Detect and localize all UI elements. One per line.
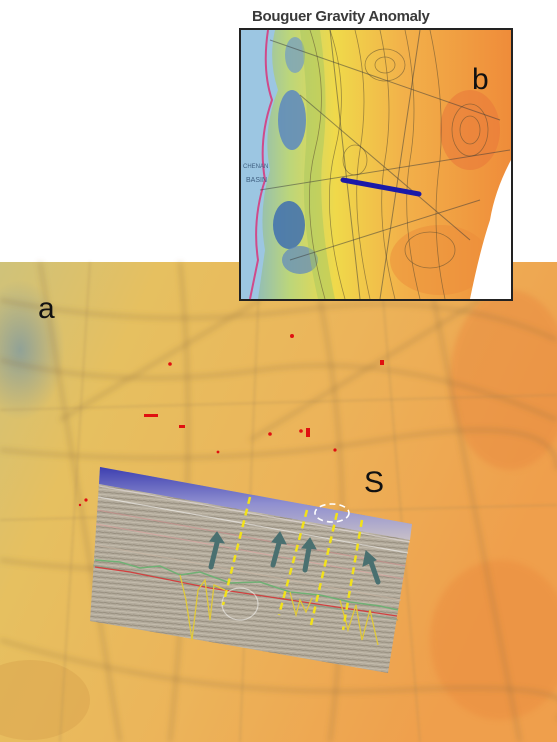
- up-arrow-icon: [362, 550, 381, 585]
- map-label-basin: BASIN: [246, 177, 267, 184]
- inset-map: CHENAN BASIN: [239, 28, 513, 301]
- up-arrow-icon: [270, 531, 287, 568]
- panel-a-background: [0, 261, 557, 742]
- up-arrow-icon: [301, 537, 317, 573]
- map-label-chenan: CHENAN: [243, 164, 268, 170]
- panel-label-b: b: [472, 63, 489, 96]
- label-s: S: [364, 466, 385, 499]
- profile-line: [340, 177, 422, 197]
- fault-lines: [221, 496, 364, 631]
- panel-label-a: a: [38, 292, 55, 325]
- earthquake-points: [78, 334, 384, 507]
- inset-title: Bouguer Gravity Anomaly: [252, 8, 430, 25]
- up-arrow-icon: [208, 531, 226, 570]
